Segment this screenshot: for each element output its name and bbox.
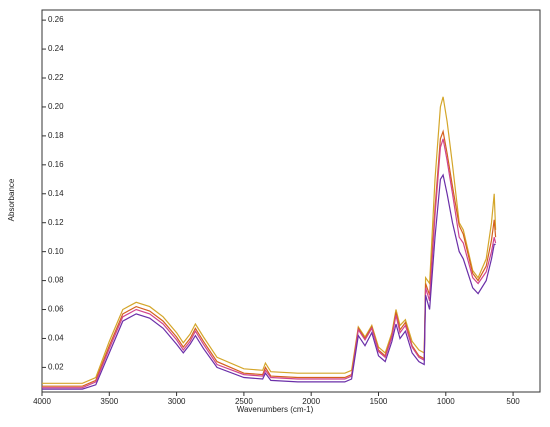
x-tick-label: 3000 — [168, 397, 186, 406]
plot-frame — [41, 9, 541, 393]
y-tick-label: 0.02 — [48, 363, 64, 372]
x-tick-label: 4000 — [33, 397, 51, 406]
x-axis-label: Wavenumbers (cm-1) — [237, 405, 314, 414]
x-tick-label: 1000 — [437, 397, 455, 406]
y-axis-label: Absorbance — [7, 178, 16, 221]
y-tick-label: 0.08 — [48, 276, 64, 285]
y-tick-label: 0.16 — [48, 160, 64, 169]
y-tick-label: 0.12 — [48, 218, 64, 227]
x-tick-label: 2500 — [235, 397, 253, 406]
spectrum-line — [42, 138, 497, 389]
x-tick-label: 1500 — [370, 397, 388, 406]
y-tick-label: 0.14 — [48, 189, 64, 198]
y-tick-label: 0.18 — [48, 131, 64, 140]
y-tick-label: 0.06 — [48, 305, 64, 314]
spectrum-line — [42, 129, 497, 387]
x-tick-label: 3500 — [100, 397, 118, 406]
y-tick-label: 0.24 — [48, 44, 64, 53]
y-tick-label: 0.10 — [48, 247, 64, 256]
y-tick-label: 0.22 — [48, 73, 64, 82]
x-tick-label: 2000 — [302, 397, 320, 406]
y-tick-label: 0.26 — [48, 15, 64, 24]
y-tick-label: 0.04 — [48, 334, 64, 343]
y-tick-label: 0.20 — [48, 102, 64, 111]
spectrum-line — [42, 96, 497, 384]
x-tick-label: 500 — [506, 397, 520, 406]
spectrum-line — [42, 173, 496, 390]
